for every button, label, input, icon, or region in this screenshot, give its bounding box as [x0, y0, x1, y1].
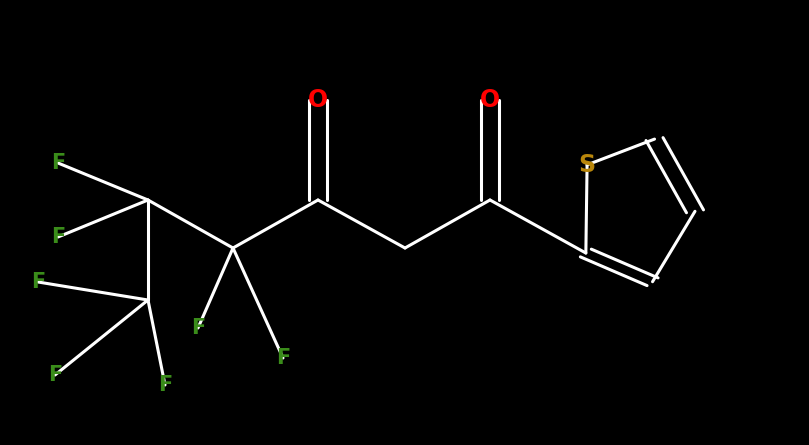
Text: O: O [308, 88, 328, 112]
Text: O: O [480, 88, 500, 112]
Text: S: S [578, 153, 595, 177]
Text: F: F [48, 365, 62, 385]
Text: F: F [276, 348, 290, 368]
Text: F: F [51, 153, 66, 173]
Text: F: F [31, 272, 45, 292]
Text: F: F [158, 375, 172, 395]
Text: F: F [51, 227, 66, 247]
Text: F: F [191, 318, 205, 338]
